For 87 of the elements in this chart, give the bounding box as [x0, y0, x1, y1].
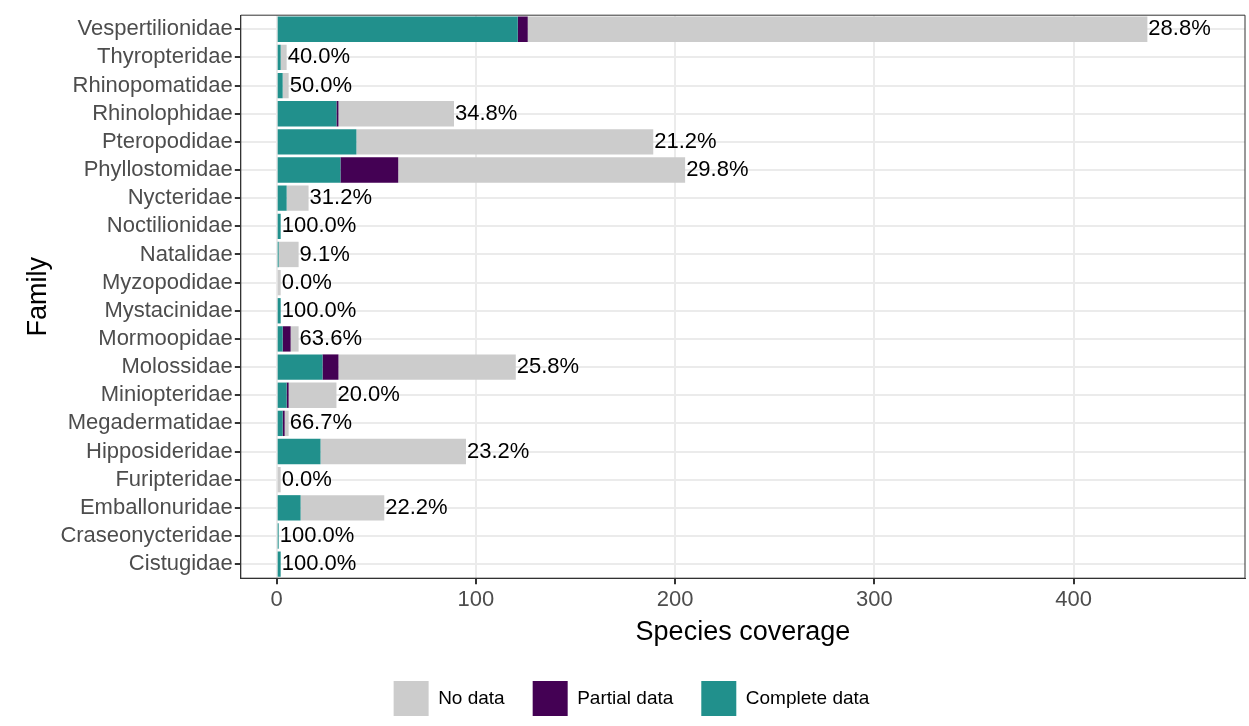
x-tick-label: 100 — [457, 586, 495, 612]
annotation: 34.8% — [455, 99, 518, 125]
bar — [277, 298, 281, 324]
y-tick-label: Emballonuridae — [79, 493, 233, 519]
bar — [282, 72, 289, 99]
y-tick-label: Natalidae — [139, 240, 233, 266]
bar — [340, 157, 399, 183]
bar — [277, 438, 321, 465]
bar — [320, 438, 466, 465]
annotation: 23.2% — [466, 437, 530, 463]
y-tick-label: Vespertilionidae — [77, 15, 233, 41]
bar — [277, 185, 287, 211]
bar — [288, 382, 337, 408]
bar — [517, 16, 528, 42]
bar — [277, 16, 518, 42]
y-tick-label: Furipteridae — [115, 465, 233, 491]
annotation: 100.0% — [279, 522, 355, 548]
bar — [300, 495, 385, 521]
annotation: 25.8% — [516, 353, 580, 379]
bar — [280, 44, 287, 71]
bar — [277, 410, 283, 437]
bar — [277, 326, 283, 352]
bar — [527, 16, 1148, 42]
bar — [282, 410, 285, 437]
x-tick-label: 300 — [856, 586, 893, 612]
bar — [282, 326, 291, 352]
bar — [356, 129, 654, 155]
bar — [277, 269, 281, 296]
y-tick-label: Noctilionidae — [106, 212, 233, 238]
annotation: 9.1% — [299, 240, 350, 266]
y-tick-label: Myzopodidae — [101, 268, 233, 294]
x-tick-label: 400 — [1055, 586, 1093, 612]
bar — [277, 44, 281, 71]
y-tick-label: Miniopteridae — [100, 381, 233, 407]
annotation: 66.7% — [289, 409, 353, 435]
y-tick-label: Rhinopomatidae — [72, 71, 233, 97]
legend-label: No data — [438, 686, 506, 708]
bar — [277, 495, 301, 521]
y-tick-label: Mormoopidae — [98, 324, 233, 350]
annotation: 100.0% — [281, 296, 357, 322]
legend-label: Partial data — [577, 686, 674, 708]
bar — [277, 72, 283, 99]
y-tick-label: Megadermatidae — [67, 409, 233, 435]
bar — [277, 382, 287, 408]
bar — [277, 551, 281, 577]
bar — [286, 185, 309, 211]
annotation: 22.2% — [385, 493, 448, 519]
x-tick-label: 0 — [270, 586, 283, 612]
y-tick-label: Thyropteridae — [97, 43, 233, 69]
bar — [322, 354, 339, 380]
y-tick-label: Cistugidae — [128, 550, 233, 576]
annotation: 40.0% — [287, 43, 351, 69]
bar — [398, 157, 686, 183]
y-tick-label: Nycteridae — [127, 184, 233, 210]
annotation: 0.0% — [281, 268, 332, 294]
legend-label: Complete data — [745, 686, 870, 708]
bar — [338, 101, 455, 127]
x-axis-title: Species coverage — [635, 616, 851, 647]
annotation: 0.0% — [281, 465, 332, 491]
annotation: 20.0% — [337, 381, 400, 407]
y-tick-label: Rhinolophidae — [92, 99, 233, 125]
annotation: 100.0% — [281, 212, 357, 238]
y-tick-label: Mystacinidae — [104, 296, 233, 322]
y-tick-label: Phyllostomidae — [83, 156, 233, 182]
bar — [338, 354, 516, 380]
annotation: 31.2% — [309, 184, 372, 210]
y-tick-label: Pteropodidae — [101, 127, 233, 153]
y-tick-label: Molossidae — [121, 353, 233, 379]
annotation: 21.2% — [654, 127, 717, 153]
y-tick-label: Hipposideridae — [86, 437, 233, 463]
bar — [284, 410, 289, 437]
bar — [277, 354, 323, 380]
y-tick-label: Craseonycteridae — [60, 522, 233, 548]
annotation: 28.8% — [1148, 15, 1211, 41]
bar — [290, 326, 299, 352]
bar — [277, 213, 281, 239]
bar — [277, 157, 341, 183]
annotation: 50.0% — [289, 71, 353, 97]
bar — [277, 467, 281, 493]
annotation: 63.6% — [299, 324, 362, 350]
y-axis-title: Family — [21, 256, 52, 337]
bar — [277, 129, 357, 155]
annotation: 100.0% — [281, 550, 357, 576]
bar — [277, 101, 337, 127]
annotation: 29.8% — [686, 156, 749, 182]
x-tick-label: 200 — [656, 586, 694, 612]
bar — [278, 241, 299, 268]
